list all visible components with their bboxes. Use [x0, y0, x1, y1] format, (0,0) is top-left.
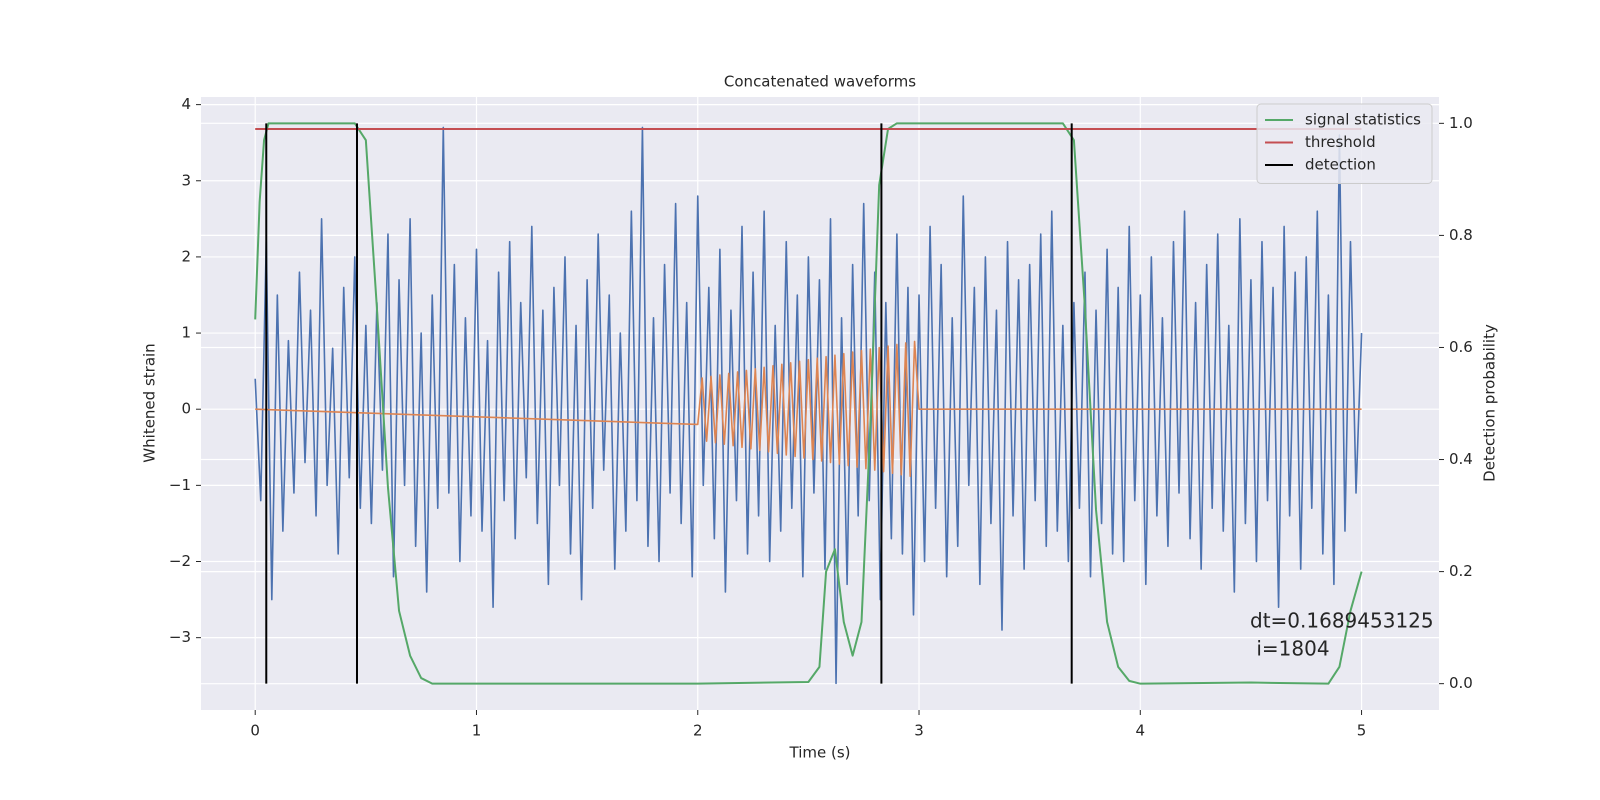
legend-box [1256, 103, 1433, 184]
y-tick-label: 2 [181, 247, 191, 265]
y2-tick-label: 1.0 [1449, 114, 1473, 132]
y2-tick-label: 0.6 [1449, 338, 1473, 356]
series-line [255, 340, 1362, 478]
series-line [254, 122, 1363, 685]
x-axis-label: Time (s) [789, 744, 851, 762]
annotation: i=1804 [1250, 637, 1330, 661]
legend: signal statistics threshold detection [1256, 103, 1433, 184]
y2-axis-label: Detection probability [1481, 324, 1499, 482]
y-tick-label: 1 [181, 324, 191, 342]
y2-tick-label: 0.8 [1449, 226, 1473, 244]
y-tick-label: 3 [181, 171, 191, 189]
y2-tick-label: 0.0 [1449, 674, 1473, 692]
x-tick-label: 1 [472, 722, 482, 740]
x-tick-label: 2 [693, 722, 703, 740]
y2-tick-label: 0.4 [1449, 450, 1473, 468]
plot-background [201, 97, 1439, 710]
y-tick-label: −1 [169, 476, 191, 494]
x-tick-label: 3 [914, 722, 924, 740]
legend-label: threshold [1305, 133, 1376, 151]
y2-tick-label: 0.2 [1449, 562, 1473, 580]
legend-label: signal statistics [1305, 111, 1421, 129]
legend-label: detection [1305, 156, 1376, 174]
annotation: dt=0.1689453125 [1250, 609, 1434, 633]
y-tick-label: 4 [181, 95, 191, 113]
x-tick-label: 4 [1136, 722, 1146, 740]
chart-title: Concatenated waveforms [724, 73, 916, 91]
y-tick-label: 0 [181, 400, 191, 418]
y-tick-label: −2 [169, 552, 191, 570]
y-tick-label: −3 [169, 628, 191, 646]
x-tick-label: 5 [1357, 722, 1367, 740]
y-axis-label: Whitened strain [141, 343, 159, 462]
x-tick-label: 0 [250, 722, 260, 740]
